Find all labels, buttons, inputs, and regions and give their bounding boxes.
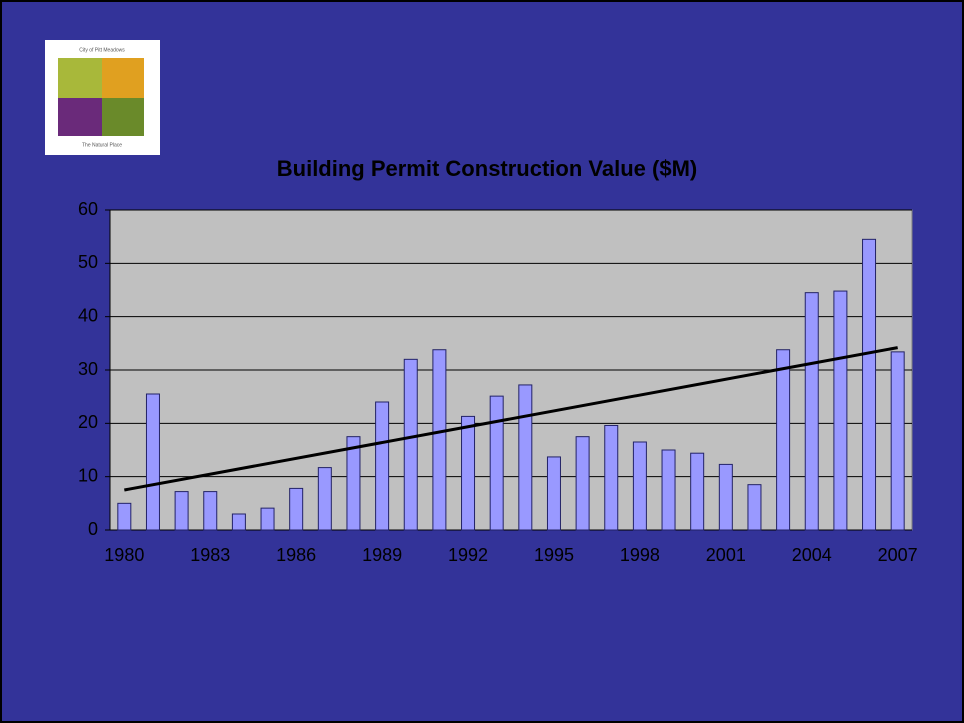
bar [461,415,476,531]
logo-quadrant [58,58,102,98]
bar [776,349,791,531]
bar [833,290,848,531]
bar [804,292,819,531]
y-tick-label: 30 [78,359,98,379]
bar [661,449,676,531]
bar [604,424,619,531]
x-tick-label: 1989 [362,545,402,565]
bar [174,491,189,531]
bar [289,487,304,531]
bar [546,456,561,531]
bar [890,351,905,531]
bar [346,436,361,531]
y-tick-label: 10 [78,465,98,485]
bar [260,507,275,531]
x-tick-label: 1995 [534,545,574,565]
bar [489,395,504,531]
bar [747,484,762,531]
x-tick-label: 1998 [620,545,660,565]
bar [518,384,533,531]
bar [403,358,418,531]
x-tick-label: 2007 [878,545,918,565]
bar [690,452,705,531]
bar [317,467,332,531]
bar [231,513,246,531]
y-tick-label: 40 [78,305,98,325]
x-tick-label: 1980 [104,545,144,565]
logo-quadrant [58,98,102,136]
bar [145,393,160,531]
y-tick-label: 0 [88,519,98,539]
x-tick-label: 2004 [792,545,832,565]
bar [718,463,733,531]
bar [375,401,390,531]
x-tick-label: 1983 [190,545,230,565]
bar [862,238,877,531]
x-tick-label: 1986 [276,545,316,565]
chart-title: Building Permit Construction Value ($M) [277,156,697,181]
y-tick-label: 20 [78,412,98,432]
bar [432,349,447,531]
logo-text: City of Pitt Meadows [79,47,125,53]
x-tick-label: 1992 [448,545,488,565]
logo: City of Pitt Meadows The Natural Place [45,40,160,155]
y-tick-label: 50 [78,252,98,272]
logo-quadrant [102,98,144,136]
bar [117,502,132,531]
x-tick-label: 2001 [706,545,746,565]
logo-text: The Natural Place [82,142,122,148]
bar [203,491,218,531]
logo-quadrant [102,58,144,98]
trend-line [124,346,898,492]
bar [632,441,647,531]
y-tick-label: 60 [78,199,98,219]
bar [575,436,590,531]
